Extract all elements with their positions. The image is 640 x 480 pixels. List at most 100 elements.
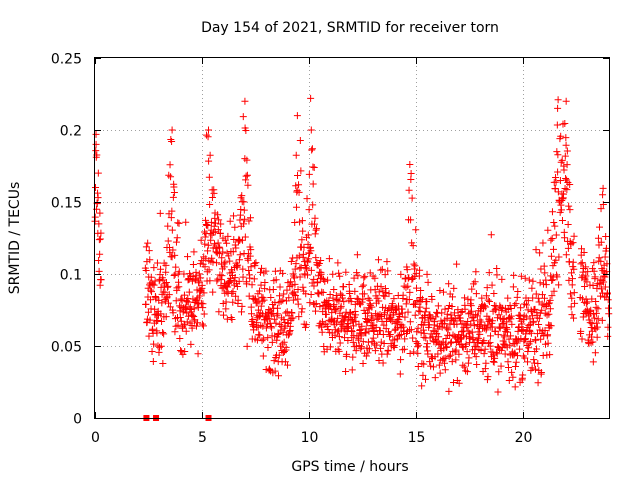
- data-point: [256, 331, 264, 339]
- data-point: [382, 288, 390, 296]
- data-point: [287, 278, 295, 286]
- data-point: [578, 335, 586, 343]
- data-point: [423, 298, 431, 306]
- data-point: [503, 328, 511, 336]
- data-point: [150, 281, 158, 289]
- data-point: [327, 316, 335, 324]
- data-point: [337, 304, 345, 312]
- data-point: [280, 290, 288, 298]
- data-point: [357, 330, 365, 338]
- data-point: [495, 368, 503, 376]
- data-point: [377, 266, 385, 274]
- data-point: [286, 322, 294, 330]
- data-point: [208, 254, 216, 262]
- data-point: [241, 97, 249, 105]
- data-point: [202, 220, 210, 228]
- data-point: [335, 333, 343, 341]
- data-point: [481, 365, 489, 373]
- data-point: [221, 258, 229, 266]
- data-point: [566, 206, 574, 214]
- data-point: [435, 361, 443, 369]
- data-point: [568, 281, 576, 289]
- data-point: [168, 207, 176, 215]
- data-point: [380, 339, 388, 347]
- data-point: [552, 256, 560, 264]
- data-point: [381, 285, 389, 293]
- data-point: [567, 269, 575, 277]
- data-point: [237, 308, 245, 316]
- data-point: [363, 316, 371, 324]
- data-point: [445, 280, 453, 288]
- data-point: [399, 291, 407, 299]
- data-point: [344, 323, 352, 331]
- data-point: [280, 338, 288, 346]
- data-point: [489, 317, 497, 325]
- data-point: [343, 350, 351, 358]
- data-point: [197, 236, 205, 244]
- data-point: [397, 356, 405, 364]
- data-point: [468, 314, 476, 322]
- data-point: [441, 359, 449, 367]
- data-point: [337, 302, 345, 310]
- data-point: [577, 260, 585, 268]
- data-point: [232, 292, 240, 300]
- data-point: [361, 272, 369, 280]
- data-point: [552, 231, 560, 239]
- data-point: [154, 317, 162, 325]
- data-point: [157, 265, 165, 273]
- data-point: [595, 254, 603, 262]
- data-point: [348, 328, 356, 336]
- data-point: [490, 290, 498, 298]
- data-point: [486, 342, 494, 350]
- data-point: [159, 329, 167, 337]
- data-point: [403, 266, 411, 274]
- data-point: [224, 283, 232, 291]
- data-point: [522, 330, 530, 338]
- x-axis-label: GPS time / hours: [291, 459, 408, 475]
- data-point: [142, 243, 150, 251]
- data-point: [479, 338, 487, 346]
- data-point: [203, 131, 211, 139]
- data-point: [507, 304, 515, 312]
- data-point: [549, 245, 557, 253]
- data-point: [267, 322, 275, 330]
- data-point: [592, 303, 600, 311]
- data-point: [492, 348, 500, 356]
- data-point: [521, 274, 529, 282]
- data-point: [483, 312, 491, 320]
- data-point: [537, 335, 545, 343]
- data-point: [594, 234, 602, 242]
- data-point: [451, 309, 459, 317]
- data-point: [215, 216, 223, 224]
- data-point: [497, 362, 505, 370]
- data-point: [345, 281, 353, 289]
- data-point: [464, 295, 472, 303]
- data-point: [312, 226, 320, 234]
- data-point: [217, 220, 225, 228]
- data-point: [296, 264, 304, 272]
- data-point: [324, 276, 332, 284]
- data-point: [562, 134, 570, 142]
- data-point: [170, 188, 178, 196]
- data-point: [166, 161, 174, 169]
- data-point: [145, 247, 153, 255]
- data-point: [505, 335, 513, 343]
- data-point: [495, 311, 503, 319]
- data-point: [554, 168, 562, 176]
- data-point: [354, 272, 362, 280]
- data-point: [311, 230, 319, 238]
- data-point: [190, 305, 198, 313]
- data-point: [356, 326, 364, 334]
- data-point: [181, 347, 189, 355]
- data-point: [326, 291, 334, 299]
- data-point: [207, 236, 215, 244]
- data-point: [563, 147, 571, 155]
- data-point: [414, 324, 422, 332]
- data-point: [597, 238, 605, 246]
- data-point: [145, 332, 153, 340]
- data-point: [409, 334, 417, 342]
- data-point: [547, 322, 555, 330]
- data-point: [177, 317, 185, 325]
- data-point: [245, 292, 253, 300]
- data-point: [306, 243, 314, 251]
